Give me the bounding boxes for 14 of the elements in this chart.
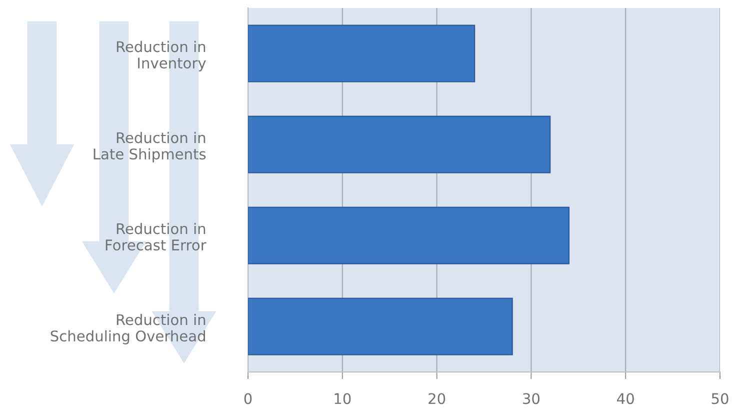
x-tick-label: 50 (712, 393, 728, 404)
y-tick-label: Reduction in Inventory (116, 40, 206, 72)
bar (248, 116, 551, 174)
x-tick-label: 0 (244, 393, 252, 404)
x-tick-label: 10 (334, 393, 351, 404)
x-tick-label: 40 (617, 393, 634, 404)
y-tick-label: Reduction in Forecast Error (106, 222, 206, 251)
x-tick-label: 20 (428, 393, 446, 404)
bar (248, 206, 570, 264)
bar (248, 24, 476, 82)
y-tick-label: Reduction in Late Shipments (94, 132, 206, 162)
bar (248, 298, 513, 356)
x-tick-label: 30 (523, 393, 540, 404)
y-tick-label: Reduction in Scheduling Overhead (50, 314, 206, 344)
